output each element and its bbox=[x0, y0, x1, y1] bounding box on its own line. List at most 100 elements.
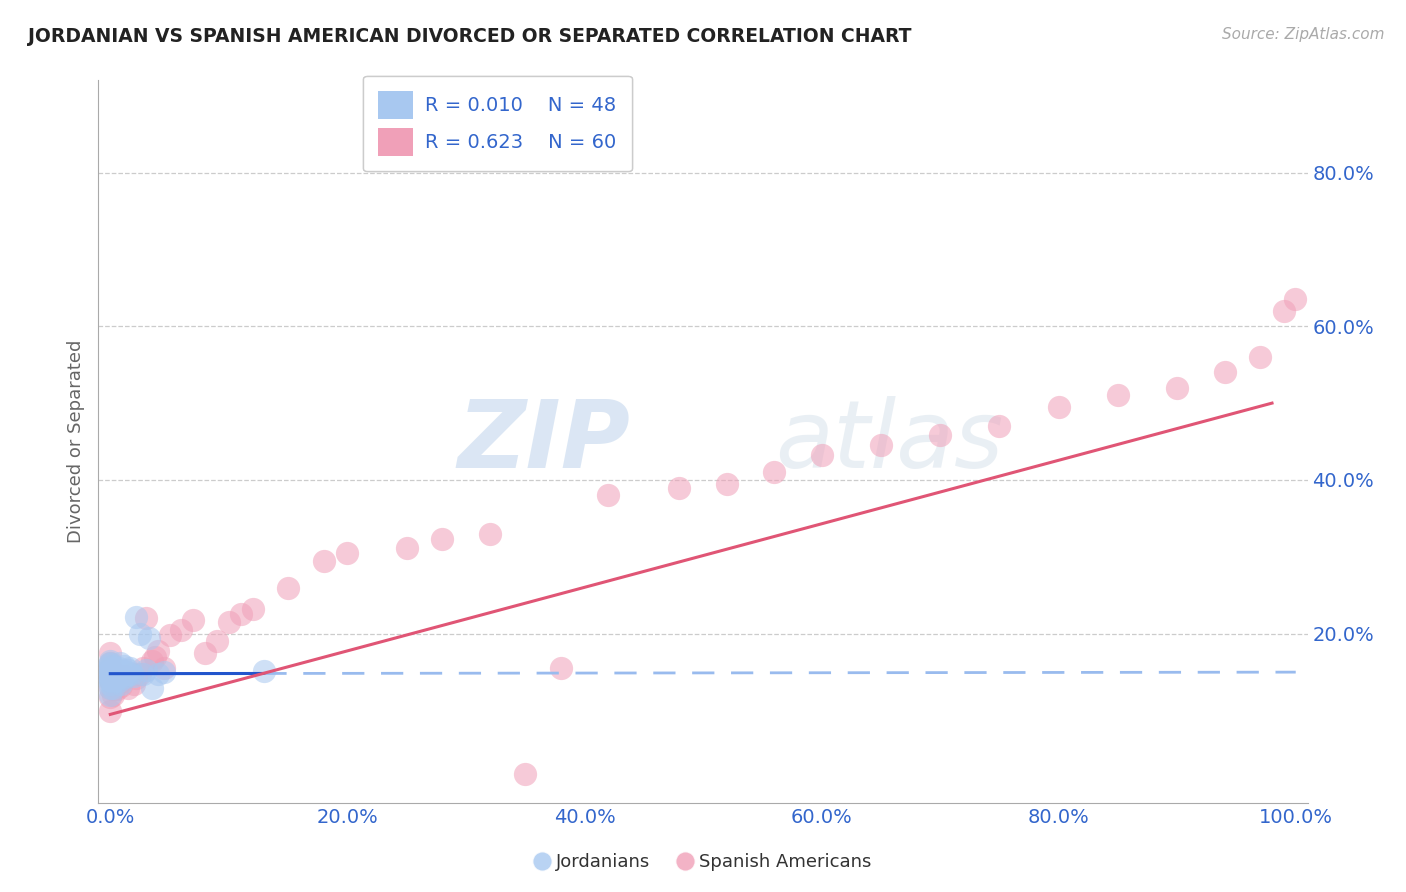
Point bbox=[395, 541, 418, 555]
Point bbox=[194, 646, 217, 660]
Point bbox=[98, 669, 121, 683]
Point bbox=[121, 666, 143, 681]
Point bbox=[105, 681, 128, 696]
Point bbox=[98, 681, 121, 695]
Point bbox=[107, 661, 129, 675]
Point bbox=[218, 615, 240, 630]
Point bbox=[929, 428, 952, 442]
Point bbox=[105, 673, 128, 687]
Point bbox=[111, 664, 134, 678]
Point bbox=[277, 581, 299, 595]
Point bbox=[98, 688, 121, 702]
Point bbox=[110, 679, 132, 693]
Point bbox=[101, 688, 124, 702]
Point bbox=[668, 481, 690, 495]
Point bbox=[104, 661, 127, 675]
Point bbox=[114, 659, 136, 673]
Point bbox=[132, 661, 155, 675]
Point bbox=[432, 532, 454, 546]
Point bbox=[1166, 381, 1188, 395]
Point bbox=[129, 666, 152, 681]
Point bbox=[125, 671, 148, 685]
Point bbox=[117, 663, 139, 677]
Point bbox=[146, 643, 169, 657]
Point bbox=[253, 664, 276, 678]
Point bbox=[117, 681, 139, 695]
Point bbox=[1272, 304, 1295, 318]
Point bbox=[111, 666, 134, 681]
Point bbox=[114, 669, 136, 683]
Point bbox=[107, 674, 129, 689]
Point bbox=[120, 661, 142, 675]
Point bbox=[122, 676, 145, 690]
Point bbox=[104, 676, 127, 690]
Point bbox=[108, 656, 131, 670]
Text: atlas: atlas bbox=[776, 396, 1004, 487]
Point bbox=[515, 766, 537, 780]
Point bbox=[478, 526, 501, 541]
Point bbox=[1249, 350, 1271, 364]
Point bbox=[105, 671, 128, 685]
Point bbox=[1047, 400, 1070, 414]
Point bbox=[138, 631, 160, 645]
Point bbox=[98, 661, 121, 675]
Point bbox=[115, 665, 138, 680]
Point bbox=[103, 669, 125, 683]
Point bbox=[98, 646, 121, 660]
Point bbox=[105, 671, 128, 685]
Point bbox=[98, 659, 121, 673]
Point bbox=[152, 665, 174, 680]
Point bbox=[114, 669, 136, 683]
Legend: Jordanians, Spanish Americans: Jordanians, Spanish Americans bbox=[527, 847, 879, 879]
Point bbox=[869, 438, 891, 452]
Point bbox=[112, 671, 135, 685]
Text: Source: ZipAtlas.com: Source: ZipAtlas.com bbox=[1222, 27, 1385, 42]
Point bbox=[107, 674, 129, 689]
Point bbox=[988, 419, 1011, 434]
Point bbox=[98, 673, 121, 687]
Point bbox=[98, 665, 121, 680]
Point bbox=[125, 609, 148, 624]
Point bbox=[205, 634, 228, 648]
Point bbox=[98, 690, 121, 704]
Point bbox=[98, 657, 121, 672]
Point bbox=[159, 628, 181, 642]
Point bbox=[98, 661, 121, 675]
Point bbox=[110, 676, 132, 690]
Point bbox=[98, 671, 121, 685]
Point bbox=[103, 665, 125, 680]
Point bbox=[132, 666, 155, 681]
Point bbox=[336, 546, 359, 560]
Point bbox=[141, 681, 163, 695]
Point bbox=[143, 649, 166, 664]
Point bbox=[101, 681, 124, 695]
Point bbox=[141, 654, 163, 668]
Point bbox=[146, 666, 169, 681]
Point bbox=[108, 669, 131, 683]
Point bbox=[98, 666, 121, 681]
Point bbox=[810, 449, 832, 463]
Text: ZIP: ZIP bbox=[457, 395, 630, 488]
Point bbox=[121, 666, 143, 681]
Text: JORDANIAN VS SPANISH AMERICAN DIVORCED OR SEPARATED CORRELATION CHART: JORDANIAN VS SPANISH AMERICAN DIVORCED O… bbox=[28, 27, 911, 45]
Point bbox=[135, 663, 157, 677]
Point bbox=[105, 666, 128, 681]
Point bbox=[101, 671, 124, 685]
Point bbox=[170, 623, 193, 637]
Point bbox=[111, 674, 134, 689]
Point bbox=[98, 654, 121, 668]
Point bbox=[108, 669, 131, 683]
Point bbox=[598, 488, 620, 502]
Point bbox=[98, 704, 121, 718]
Point bbox=[98, 656, 121, 670]
Point bbox=[98, 666, 121, 681]
Point bbox=[103, 681, 125, 696]
Point bbox=[1284, 293, 1306, 307]
Point bbox=[1213, 365, 1236, 379]
Point bbox=[98, 681, 121, 695]
Point bbox=[242, 602, 264, 616]
Point bbox=[98, 673, 121, 687]
Point bbox=[312, 554, 335, 568]
Legend: R = 0.010    N = 48, R = 0.623    N = 60: R = 0.010 N = 48, R = 0.623 N = 60 bbox=[363, 76, 631, 171]
Point bbox=[118, 667, 141, 681]
